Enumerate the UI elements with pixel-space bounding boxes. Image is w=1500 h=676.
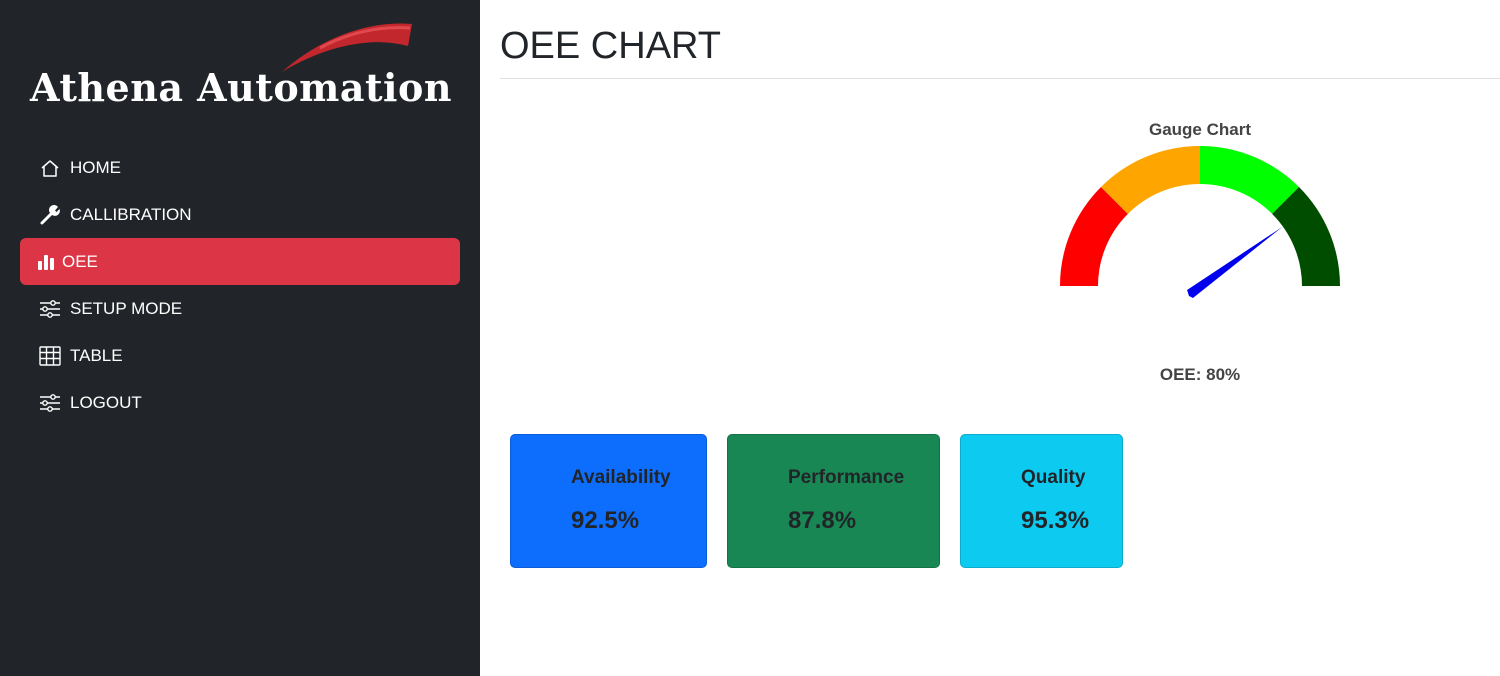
sidebar-item-table[interactable]: TABLE [20,332,460,379]
athena-automation-logo[interactable]: Athena Automation [20,18,462,110]
performance-value: 87.8% [788,507,857,534]
availability-value: 92.5% [571,507,640,534]
sidebar-item-setup-mode[interactable]: SETUP MODE [20,285,460,332]
wrench-icon [38,203,62,227]
sidebar-nav: HOME CALLIBRATION OEE SETUP MODE TABLE [20,144,460,426]
sidebar-item-logout[interactable]: LOGOUT [20,379,460,426]
gauge-needle [1187,226,1283,299]
availability-label: Availability [571,467,671,488]
sidebar-item-label: OEE [62,251,98,271]
quality-card: Quality 95.3% [960,434,1123,568]
sidebar-item-label: HOME [70,157,121,177]
quality-label: Quality [1021,467,1086,488]
sidebar-item-home[interactable]: HOME [20,144,460,191]
performance-label: Performance [788,467,905,488]
oee-value-label: OEE: 80% [1159,365,1241,384]
availability-card: Availability 92.5% [510,434,707,568]
sidebar-item-oee[interactable]: OEE [20,238,460,285]
gauge-band-2 [1200,146,1299,214]
sidebar-item-label: CALLIBRATION [70,204,192,224]
sidebar-item-label: TABLE [70,345,123,365]
sliders-icon [38,297,62,321]
bar-chart-icon [36,250,56,274]
table-icon [38,344,62,368]
gauge-band-3 [1272,187,1340,286]
gauge-band-0 [1060,187,1128,286]
page-title: OEE CHART [500,25,722,67]
brand-name: Athena Automation [30,65,452,110]
quality-value: 95.3% [1021,507,1090,534]
gauge-title: Gauge Chart [1148,120,1252,139]
sidebar-item-label: SETUP MODE [70,298,183,318]
sidebar-item-label: LOGOUT [70,392,142,412]
gauge-band-1 [1101,146,1200,214]
title-divider [500,78,1500,79]
logo-swoosh [282,23,412,72]
oee-gauge-chart [1060,146,1340,299]
main-content: OEE CHART Gauge Chart OEE: 80% Availabil… [480,0,1500,676]
house-icon [38,156,62,180]
sidebar: Athena Automation HOME CALLIBRATION OEE … [0,0,480,676]
performance-card: Performance 87.8% [727,434,940,568]
sliders-icon [38,391,62,415]
sidebar-item-callibration[interactable]: CALLIBRATION [20,191,460,238]
